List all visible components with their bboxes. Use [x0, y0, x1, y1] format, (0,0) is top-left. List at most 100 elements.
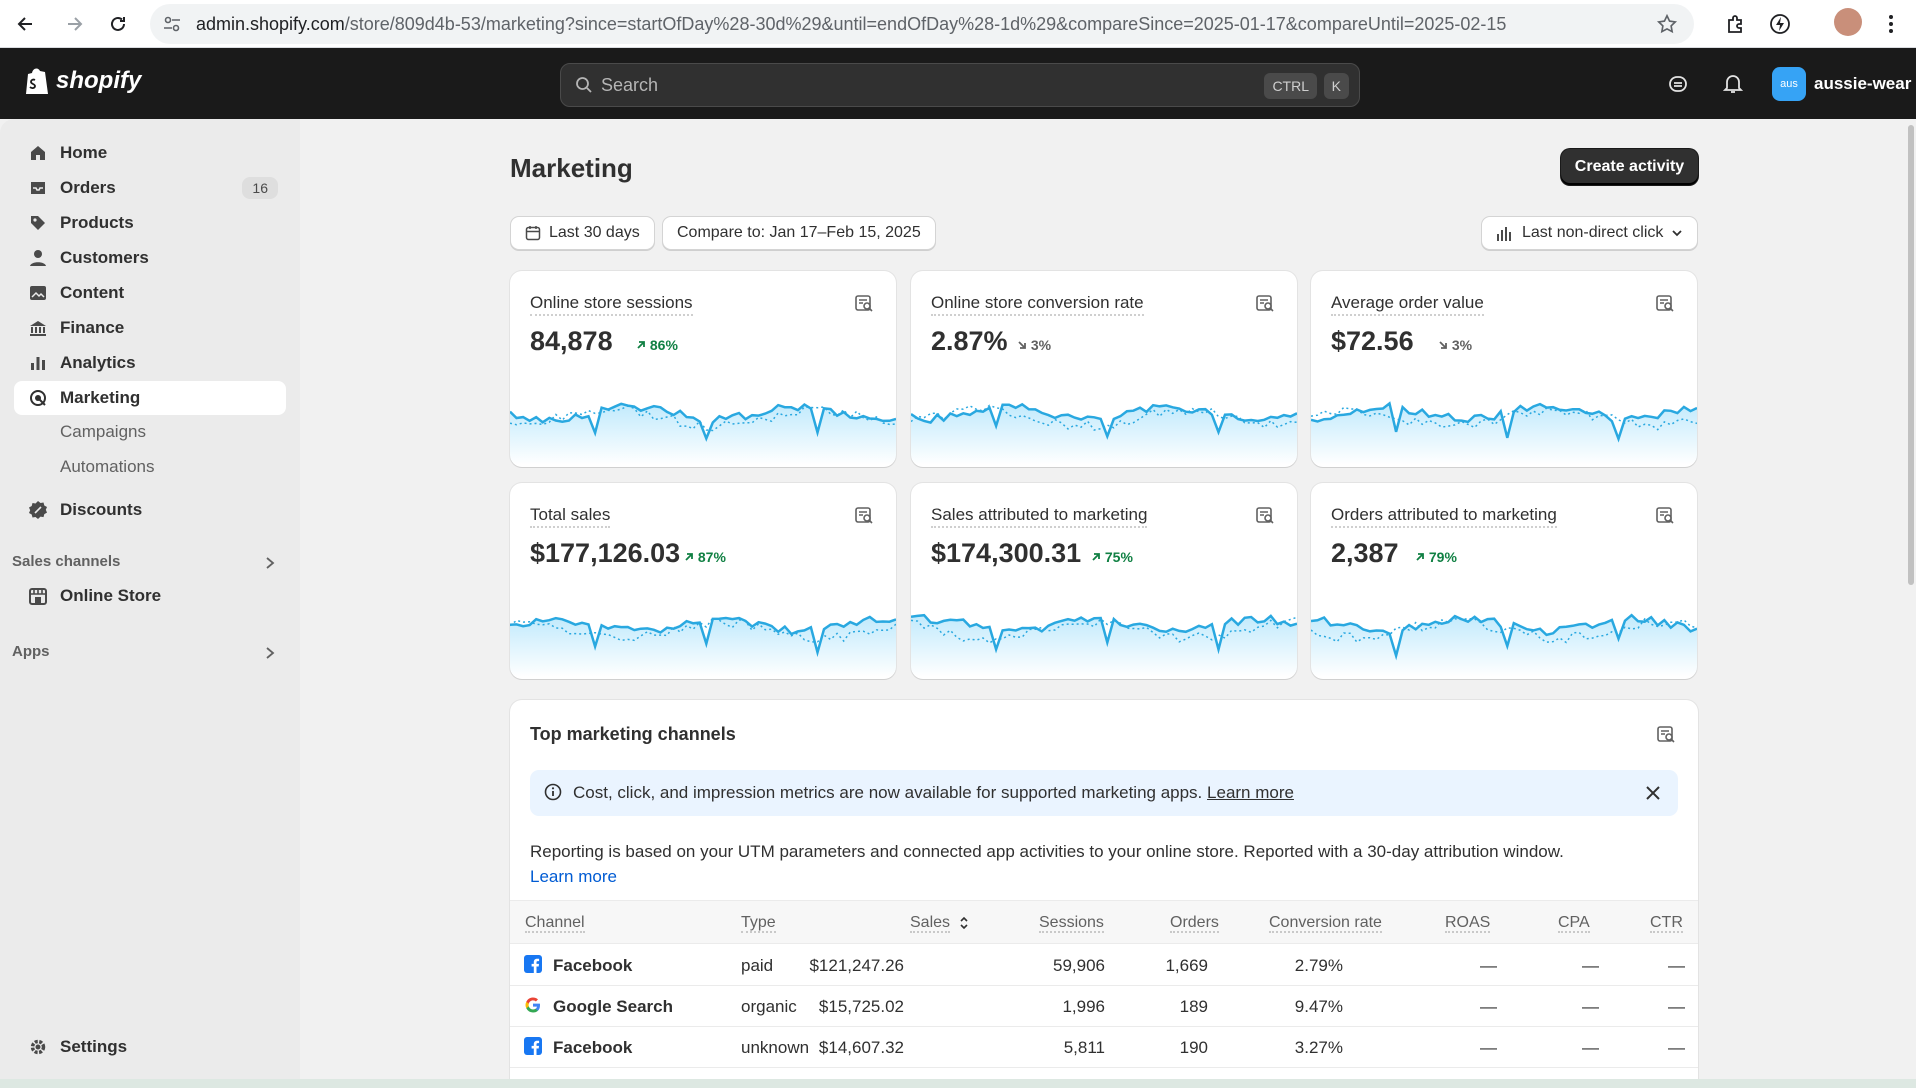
explore-report-icon[interactable]: [1255, 505, 1275, 525]
browser-toolbar: admin.shopify.com/store/809d4b-53/market…: [0, 0, 1916, 48]
sidebar-sub-automations[interactable]: Automations: [60, 457, 155, 476]
sidebar-item-analytics[interactable]: Analytics: [14, 346, 286, 380]
reload-icon: [111, 16, 125, 31]
back-button[interactable]: [10, 8, 42, 40]
cell-cpa: —: [1582, 956, 1599, 975]
sidebar-item-finance[interactable]: Finance: [14, 311, 286, 345]
cell-sales: $14,607.32: [818, 1038, 904, 1057]
sidebar-item-label: Settings: [60, 1037, 128, 1056]
col-type[interactable]: Type: [741, 914, 776, 933]
sidebar-item-orders[interactable]: Orders 16: [14, 171, 286, 205]
date-range-label: Last 30 days: [549, 224, 640, 241]
col-cpa[interactable]: CPA: [1558, 914, 1590, 933]
metric-card[interactable]: Online store sessions 84,878 86%: [510, 271, 896, 467]
cell-channel[interactable]: Google Search: [553, 997, 673, 1016]
sparkline-comparison-line: [1311, 406, 1697, 431]
extensions-button[interactable]: [1720, 8, 1752, 40]
explore-report-icon[interactable]: [1656, 724, 1676, 744]
col-roas[interactable]: ROAS: [1445, 914, 1491, 933]
metric-card[interactable]: Orders attributed to marketing 2,387 79%: [1311, 483, 1697, 679]
date-range-button[interactable]: Last 30 days: [510, 216, 655, 250]
compare-label: Compare to: Jan 17–Feb 15, 2025: [677, 224, 921, 241]
explore-report-icon[interactable]: [1655, 505, 1675, 525]
sales-channels-heading[interactable]: Sales channels: [12, 553, 121, 570]
chevron-right-icon[interactable]: [264, 556, 276, 570]
metric-change: 86%: [636, 337, 678, 353]
table-row[interactable]: Facebook paid $121,247.26 59,906 1,669 2…: [510, 945, 1698, 986]
cell-roas: —: [1480, 1038, 1497, 1057]
search-input[interactable]: Search CTRL K: [560, 63, 1360, 107]
sidebar-item-content[interactable]: Content: [14, 276, 286, 310]
sidekick-button[interactable]: [1664, 70, 1692, 98]
col-orders[interactable]: Orders: [1170, 914, 1219, 933]
metric-card[interactable]: Online store conversion rate 2.87% 3%: [911, 271, 1297, 467]
banner-learn-more-link[interactable]: Learn more: [1207, 783, 1294, 802]
site-settings-icon[interactable]: [162, 14, 182, 34]
col-sessions[interactable]: Sessions: [1039, 914, 1104, 933]
explore-report-icon[interactable]: [1655, 293, 1675, 313]
col-conversion-rate[interactable]: Conversion rate: [1269, 914, 1382, 933]
cell-type: unknown: [741, 1038, 810, 1057]
explore-report-icon[interactable]: [1255, 293, 1275, 313]
metric-value: $174,300.31: [931, 538, 1082, 568]
sidebar-item-products[interactable]: Products: [14, 206, 286, 240]
page-scrollbar[interactable]: [1906, 119, 1916, 1088]
arrow-down-right-icon: [1018, 341, 1026, 349]
sidebar-item-marketing[interactable]: Marketing: [14, 381, 286, 415]
metric-card[interactable]: Sales attributed to marketing $174,300.3…: [911, 483, 1297, 679]
page-title: Marketing: [510, 153, 633, 183]
sidebar-item-discounts[interactable]: Discounts: [14, 493, 286, 527]
bookmark-star-icon[interactable]: [1656, 13, 1678, 35]
attribution-model-select[interactable]: Last non-direct click: [1481, 216, 1699, 250]
metric-value: 84,878: [530, 326, 613, 356]
col-sales[interactable]: Sales: [910, 914, 970, 933]
sidebar-item-online-store[interactable]: Online Store: [14, 579, 286, 613]
cell-sales: $15,725.02: [818, 997, 904, 1016]
sidebar-item-customers[interactable]: Customers: [14, 241, 286, 275]
admin-topbar: shopify Search CTRL K aus aussie-wear: [0, 48, 1916, 119]
cell-sessions: 1,996: [1062, 997, 1105, 1016]
forward-button[interactable]: [58, 8, 90, 40]
store-name[interactable]: aussie-wear: [1814, 74, 1912, 93]
sidebar-sub-campaigns[interactable]: Campaigns: [60, 422, 146, 441]
channels-title: Top marketing channels: [530, 724, 736, 744]
target-icon: [30, 390, 46, 406]
cell-channel[interactable]: Facebook: [553, 1038, 633, 1057]
metric-card[interactable]: Total sales $177,126.03 87%: [510, 483, 896, 679]
sparkline-area: [510, 403, 896, 465]
search-placeholder: Search: [601, 75, 659, 95]
compare-button[interactable]: Compare to: Jan 17–Feb 15, 2025: [662, 216, 936, 250]
facebook-icon: [524, 1037, 542, 1055]
sparkline-line: [911, 613, 1297, 655]
cell-channel[interactable]: Facebook: [553, 956, 633, 975]
chrome-menu-button[interactable]: [1875, 8, 1907, 40]
notifications-button[interactable]: [1719, 70, 1747, 98]
table-row[interactable]: Facebook unknown $14,607.32 5,811 190 3.…: [510, 1027, 1698, 1068]
reload-button[interactable]: [102, 8, 134, 40]
reporting-learn-more-link[interactable]: Learn more: [530, 867, 617, 886]
table-row[interactable]: Google Search organic $15,725.02 1,996 1…: [510, 986, 1698, 1027]
sidebar-item-home[interactable]: Home: [14, 136, 286, 170]
store-avatar[interactable]: aus: [1772, 67, 1806, 101]
address-bar[interactable]: admin.shopify.com/store/809d4b-53/market…: [150, 4, 1694, 44]
metric-card[interactable]: Average order value $72.56 3%: [1311, 271, 1697, 467]
extension-bolt-button[interactable]: [1764, 8, 1796, 40]
sparkline-chart: [911, 613, 1297, 677]
close-icon[interactable]: [1642, 782, 1664, 804]
attribution-label: Last non-direct click: [1522, 224, 1664, 241]
sidebar: Home Orders 16 Products Customers Conten…: [0, 119, 300, 1088]
create-activity-button[interactable]: Create activity: [1561, 149, 1698, 185]
cell-conversion-rate: 3.27%: [1294, 1038, 1343, 1057]
col-ctr[interactable]: CTR: [1650, 914, 1683, 933]
apps-heading[interactable]: Apps: [12, 643, 50, 660]
sparkline-line: [911, 402, 1297, 440]
sidebar-item-settings[interactable]: Settings: [14, 1030, 286, 1064]
chevron-right-icon[interactable]: [264, 646, 276, 660]
profile-avatar[interactable]: [1834, 8, 1862, 36]
explore-report-icon[interactable]: [854, 293, 874, 313]
explore-report-icon[interactable]: [854, 505, 874, 525]
scrollbar-thumb[interactable]: [1908, 125, 1914, 585]
shopify-logo[interactable]: shopify: [24, 66, 141, 96]
col-channel[interactable]: Channel: [525, 914, 585, 933]
cell-roas: —: [1480, 997, 1497, 1016]
